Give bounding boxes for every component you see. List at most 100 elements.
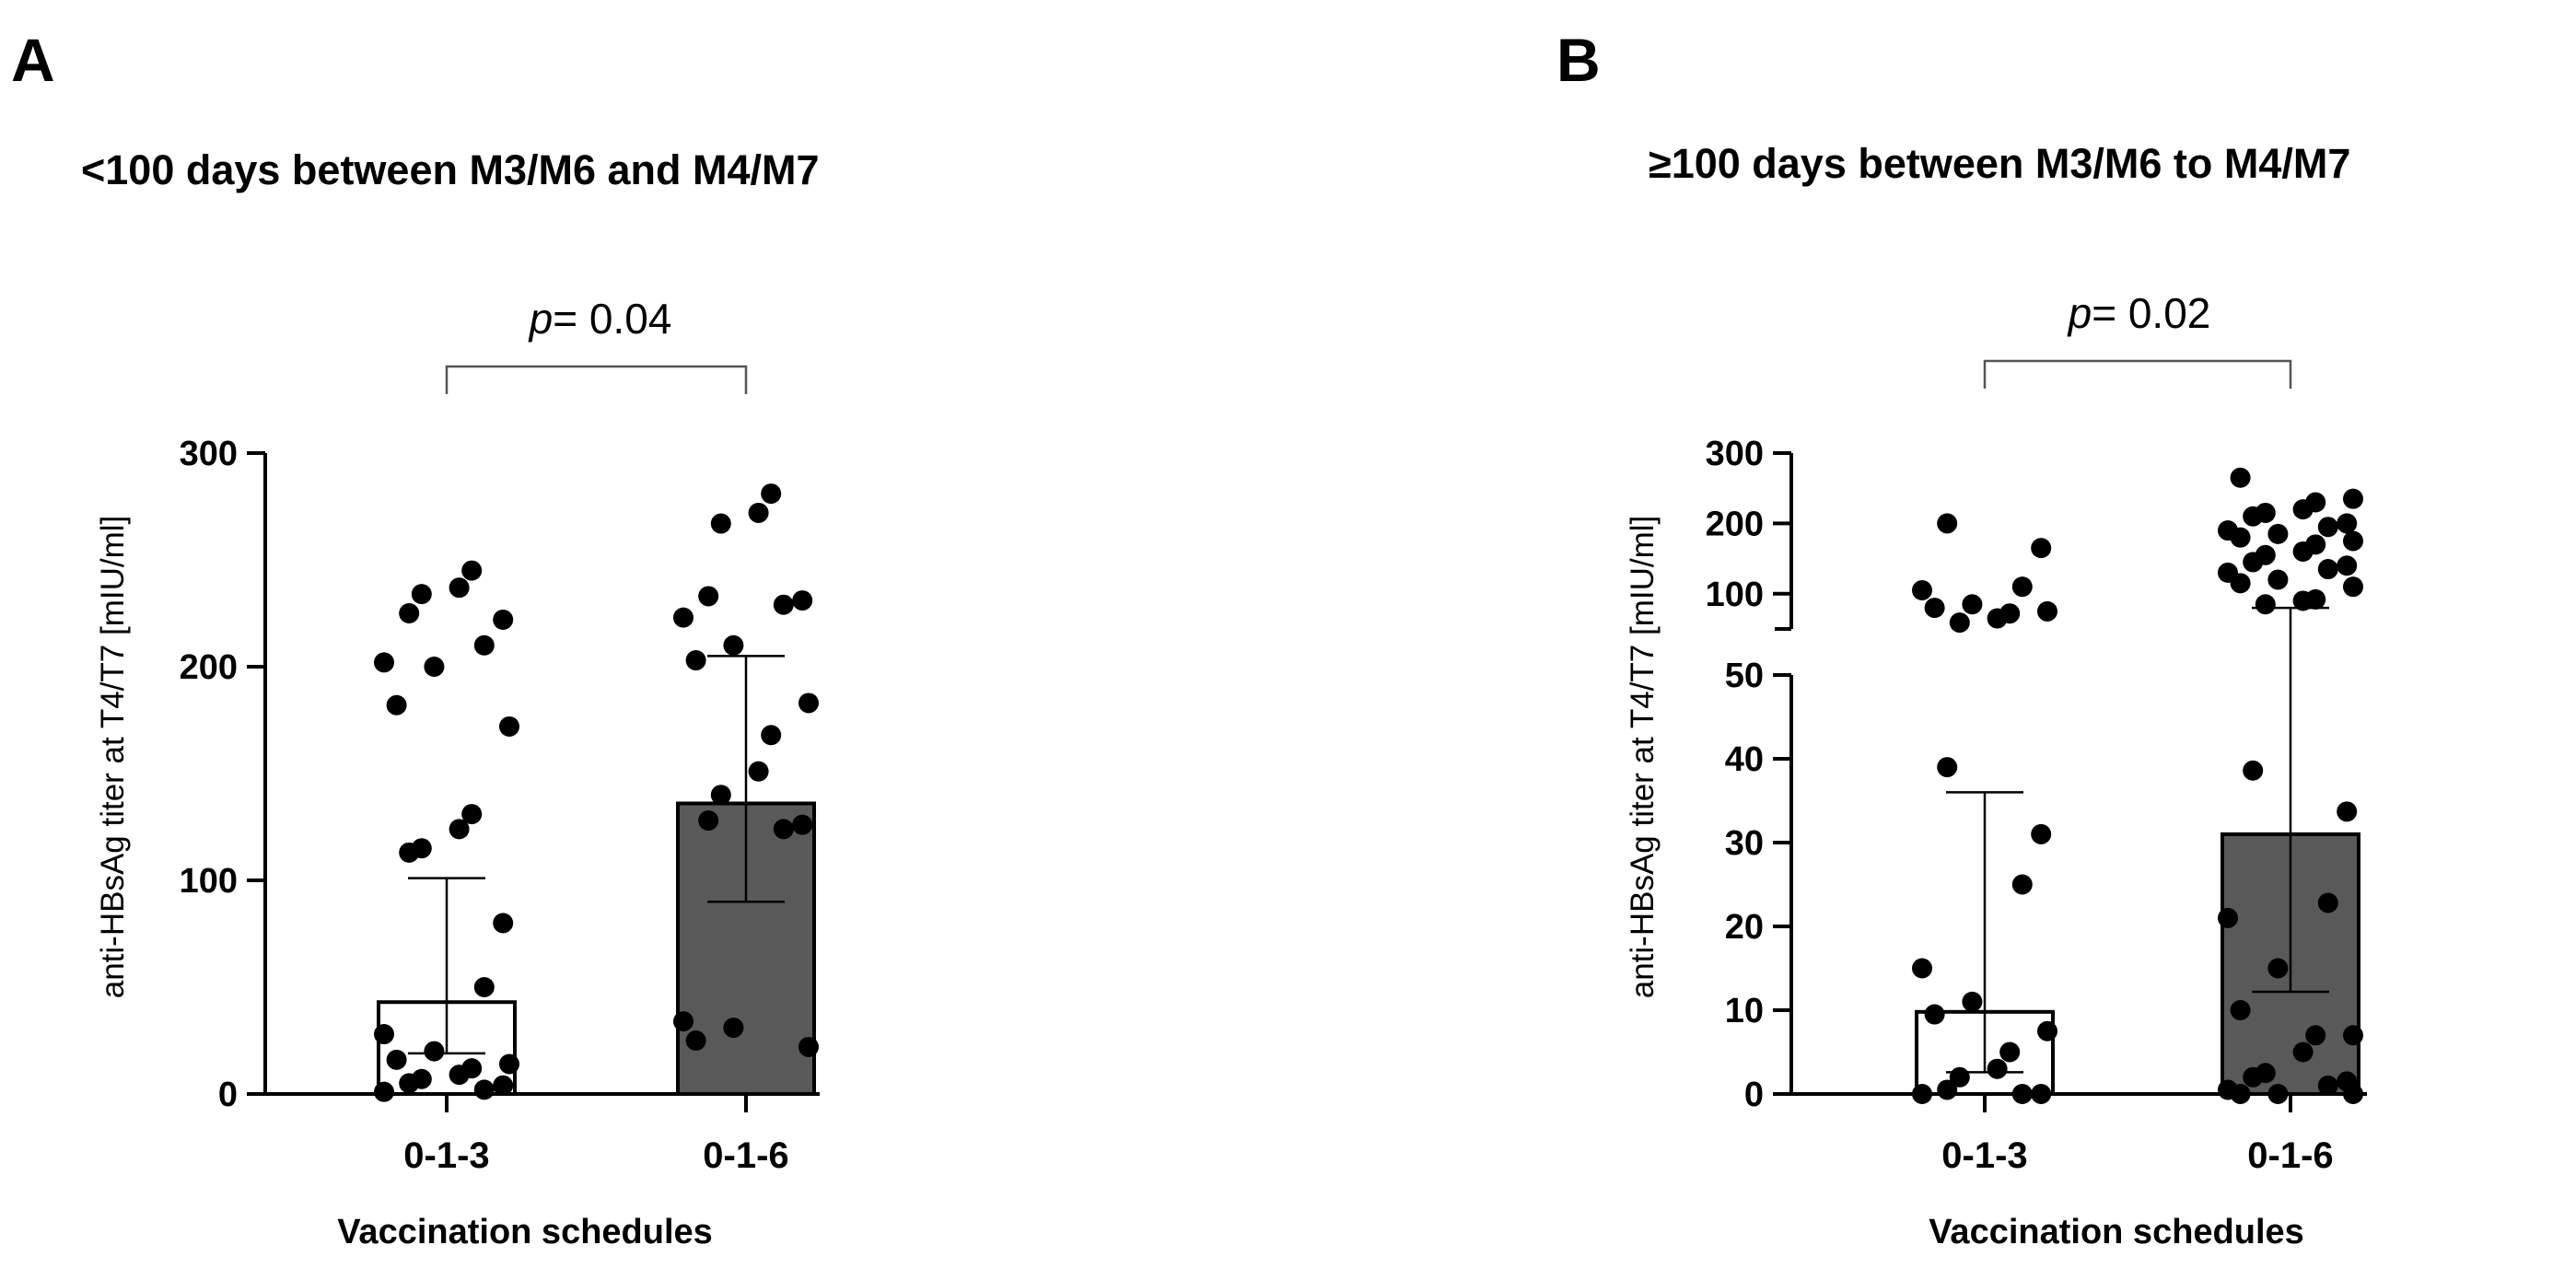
panel-b-point-1-32 xyxy=(2267,523,2289,544)
panel-a-point-1-2 xyxy=(723,1018,744,1039)
panel-b-category-label-1: 0-1-6 xyxy=(2247,1135,2333,1176)
panel-a-point-0-7 xyxy=(499,1053,519,1075)
panel-b-point-1-10 xyxy=(2343,1025,2363,1046)
panel-a-point-1-13 xyxy=(673,607,694,628)
panel-a-category-label-0: 0-1-3 xyxy=(403,1135,489,1176)
panel-a-point-0-10 xyxy=(374,1024,394,1045)
panel-b-y-tick-label-2: 20 xyxy=(1725,908,1764,947)
panel-b-point-1-24 xyxy=(2317,559,2338,580)
panel-a-point-0-4 xyxy=(411,1068,432,1089)
panel-a-y-tick-label-0: 0 xyxy=(218,1076,238,1114)
panel-b-point-0-2 xyxy=(2031,1084,2052,1104)
panel-b-point-0-8 xyxy=(1924,1004,1945,1025)
panel-b-point-1-16 xyxy=(2243,760,2264,781)
panel-b-x-axis-label: Vaccination schedules xyxy=(1929,1213,2304,1251)
panel-b-point-1-15 xyxy=(2337,801,2358,822)
panel-a-point-0-18 xyxy=(386,694,407,716)
panel-a-p-value-annotation: p= 0.04 xyxy=(528,295,672,343)
panel-a-y-tick-label-3: 300 xyxy=(180,435,238,473)
panel-b-point-0-0 xyxy=(1912,1084,1932,1104)
panel-b-y-tick-label-0: 0 xyxy=(1744,1076,1764,1114)
panel-b-point-0-18 xyxy=(1924,598,1945,619)
panel-b-category-label-0: 0-1-3 xyxy=(1941,1135,2027,1176)
panel-a-point-0-23 xyxy=(399,603,420,623)
panel-a-title: <100 days between M3/M6 and M4/M7 xyxy=(81,146,820,193)
panel-b-y-tick-label-1: 10 xyxy=(1725,992,1764,1030)
panel-b-point-0-3 xyxy=(1937,1079,1958,1100)
panel-a-point-0-21 xyxy=(473,634,495,656)
panel-b-title: ≥100 days between M3/M6 to M4/M7 xyxy=(1649,140,2350,187)
panel-a-x-axis-label: Vaccination schedules xyxy=(337,1213,713,1251)
panel-b-point-1-41 xyxy=(2230,467,2251,488)
panel-b-point-0-6 xyxy=(1999,1041,2021,1063)
panel-a-y-axis-label: anti-HBsAg titer at T4/T7 [mIU/ml] xyxy=(95,516,131,999)
panel-b-point-0-7 xyxy=(2037,1020,2057,1041)
panel-a-point-1-10 xyxy=(798,692,819,714)
panel-b-point-0-19 xyxy=(1962,594,1983,615)
panel-a-point-1-8 xyxy=(748,761,769,782)
panel-b-y-tick-label-5: 50 xyxy=(1725,657,1764,695)
panel-b-point-1-3 xyxy=(2218,1079,2238,1100)
panel-b-point-1-25 xyxy=(2337,555,2358,576)
panel-a-point-0-11 xyxy=(473,977,495,997)
panel-a-point-0-16 xyxy=(461,804,483,825)
panel-a-point-0-12 xyxy=(493,913,514,934)
panel-b-point-1-29 xyxy=(2305,534,2326,555)
panel-b-y-tick-label-6: 100 xyxy=(1706,576,1764,614)
panel-a-point-0-26 xyxy=(461,560,483,581)
panel-b-point-0-16 xyxy=(1999,603,2021,624)
panel-b-point-1-34 xyxy=(2317,517,2338,538)
panel-a-letter: A xyxy=(11,26,55,94)
panel-b-point-0-21 xyxy=(2011,576,2033,598)
panel-b-point-0-14 xyxy=(1949,612,1970,634)
panel-a-point-1-7 xyxy=(710,785,731,806)
panel-b-point-1-37 xyxy=(2255,502,2276,523)
panel-b-point-1-17 xyxy=(2255,594,2276,615)
panel-b-p-value-annotation: p= 0.02 xyxy=(2067,289,2211,337)
panel-b: B ≥100 days between M3/M6 to M4/M7 Vacci… xyxy=(1556,26,2367,1251)
panel-a-point-1-19 xyxy=(761,483,782,505)
panel-a-p-value: p= 0.04 xyxy=(528,295,672,343)
panel-b-point-1-30 xyxy=(2343,530,2363,552)
panel-a-point-0-24 xyxy=(411,584,432,605)
panel-b-point-1-14 xyxy=(2317,892,2338,913)
panel-b-point-1-27 xyxy=(2255,544,2276,565)
panel-b-point-0-23 xyxy=(1937,513,1958,534)
panel-a-y-tick-label-1: 100 xyxy=(180,862,238,901)
panel-a-point-0-9 xyxy=(424,1041,445,1062)
panel-a-point-0-14 xyxy=(411,838,432,859)
panel-b-y-axis-label: anti-HBsAg titer at T4/T7 [mIU/ml] xyxy=(1625,516,1661,999)
panel-b-point-0-20 xyxy=(1912,579,1932,600)
panel-b-letter: B xyxy=(1556,26,1601,94)
panel-b-point-1-33 xyxy=(2218,520,2238,541)
panel-a-point-0-20 xyxy=(374,652,394,673)
panel-a-point-1-5 xyxy=(792,814,813,835)
panel-b-point-1-22 xyxy=(2267,569,2289,590)
panel-b-point-1-35 xyxy=(2337,513,2358,534)
panel-a-point-1-16 xyxy=(698,586,719,607)
panel-a-point-1-14 xyxy=(773,594,794,615)
panel-a-point-1-0 xyxy=(798,1036,819,1057)
panel-b-significance-bracket xyxy=(1983,359,2292,389)
panel-a-point-0-17 xyxy=(499,716,519,737)
panel-a-point-0-8 xyxy=(386,1049,407,1070)
panel-b-y-tick-label-8: 300 xyxy=(1706,435,1764,473)
panel-a-point-0-1 xyxy=(473,1079,495,1100)
panel-b-point-1-12 xyxy=(2267,958,2289,979)
panel-b-y-tick-label-4: 40 xyxy=(1725,740,1764,779)
panel-a-point-0-22 xyxy=(493,609,514,630)
panel-a-point-0-6 xyxy=(461,1058,483,1079)
panel-a: A <100 days between M3/M6 and M4/M7 Vacc… xyxy=(11,26,820,1251)
panel-a-point-1-15 xyxy=(792,590,813,611)
panel-a-point-0-0 xyxy=(374,1081,394,1102)
panel-a-point-0-2 xyxy=(493,1075,514,1096)
panel-a-p-label: p xyxy=(528,295,554,343)
panel-a-point-1-17 xyxy=(710,513,731,534)
panel-a-point-1-18 xyxy=(748,502,769,523)
panel-b-p-value: p= 0.02 xyxy=(2067,289,2211,337)
panel-b-point-0-4 xyxy=(1949,1066,1970,1088)
panel-a-point-1-4 xyxy=(773,819,794,840)
panel-b-point-1-9 xyxy=(2305,1025,2326,1046)
panel-b-point-1-23 xyxy=(2218,562,2238,583)
